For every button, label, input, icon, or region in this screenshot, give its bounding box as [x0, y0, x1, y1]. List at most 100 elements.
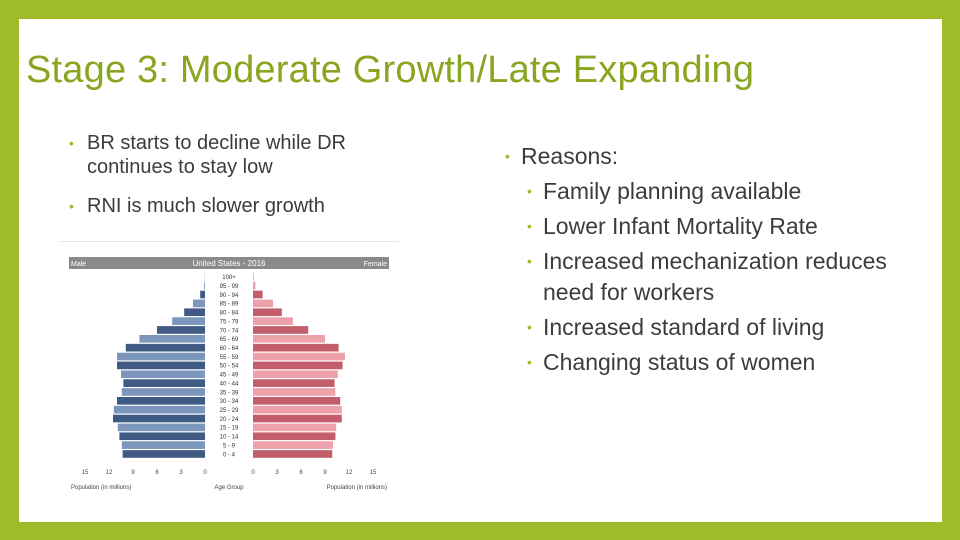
- age-group-label: 60 - 64: [220, 346, 239, 352]
- age-group-label: 30 - 34: [220, 399, 239, 405]
- bullet-icon: •: [527, 319, 532, 335]
- male-bar-45-49: [121, 370, 205, 379]
- x-tick-right: 15: [370, 470, 377, 476]
- female-bar-90-94: [253, 290, 263, 299]
- male-bar-65-69: [139, 335, 205, 343]
- left-bullet-text: BR starts to decline while DR continues …: [87, 132, 346, 178]
- female-bar-55-59: [253, 352, 345, 361]
- population-pyramid-chart: Male Female United States - 2016 0 - 4 5 …: [59, 241, 399, 491]
- bullet-icon: •: [527, 183, 532, 199]
- x-tick-left: 12: [106, 470, 113, 476]
- x-label-center: Age Group: [214, 485, 244, 491]
- reason-item: • Changing status of women: [515, 347, 925, 378]
- reason-item: • Family planning available: [515, 176, 925, 207]
- reason-text: Lower Infant Mortality Rate: [543, 213, 818, 239]
- x-tick-right: 12: [346, 470, 353, 476]
- male-bar-95-99: [204, 281, 205, 290]
- reason-text: Family planning available: [543, 178, 802, 204]
- slide-title: Stage 3: Moderate Growth/Late Expanding: [26, 49, 755, 91]
- male-bar-60-64: [125, 343, 205, 352]
- female-bar-15-19: [253, 423, 337, 432]
- x-tick-left: 3: [179, 470, 183, 476]
- x-label-right: Population (in millions): [327, 485, 387, 491]
- x-tick-right: 3: [275, 470, 279, 476]
- male-label: Male: [71, 261, 86, 268]
- bullet-icon: •: [527, 218, 532, 234]
- left-bullet-item: • RNI is much slower growth: [69, 194, 409, 218]
- reason-item: • Increased mechanization reduces need f…: [515, 246, 925, 308]
- female-bar-60-64: [253, 343, 339, 352]
- left-bullet-list: • BR starts to decline while DR continue…: [69, 131, 409, 233]
- age-group-label: 45 - 49: [220, 373, 239, 379]
- male-bar-0-4: [122, 450, 205, 458]
- age-group-label: 40 - 44: [220, 381, 239, 387]
- male-bar-40-44: [123, 379, 205, 387]
- male-bar-70-74: [157, 326, 205, 334]
- age-labels-group: 0 - 4 5 - 9 10 - 14 15 - 19 20 - 24 25 - 29 30…: [220, 275, 239, 458]
- female-bar-75-79: [253, 317, 293, 325]
- male-bar-25-29: [113, 405, 205, 414]
- female-bar-70-74: [253, 326, 309, 334]
- reason-item: • Lower Infant Mortality Rate: [515, 211, 925, 242]
- age-group-label: 65 - 69: [220, 337, 239, 343]
- age-group-label: 95 - 99: [220, 284, 239, 290]
- bars-group: [113, 273, 345, 458]
- x-tick-right: 0: [251, 470, 255, 476]
- male-bar-35-39: [121, 388, 205, 396]
- bullet-icon: •: [527, 253, 532, 269]
- x-tick-right: 6: [299, 470, 303, 476]
- female-bar-10-14: [253, 432, 336, 441]
- male-bar-85-89: [193, 299, 205, 308]
- female-bar-80-84: [253, 308, 282, 317]
- reasons-heading: Reasons:: [521, 143, 619, 169]
- bullet-icon: •: [69, 198, 74, 214]
- reason-text: Increased standard of living: [543, 314, 825, 340]
- bullet-icon: •: [505, 148, 510, 164]
- female-bar-35-39: [253, 388, 336, 396]
- bullet-icon: •: [527, 354, 532, 370]
- age-group-label: 50 - 54: [220, 364, 239, 370]
- age-group-label: 25 - 29: [220, 408, 239, 414]
- x-tick-left: 6: [155, 470, 159, 476]
- female-bar-45-49: [253, 370, 338, 379]
- male-bar-5-9: [121, 441, 205, 449]
- age-group-label: 90 - 94: [220, 293, 239, 299]
- male-bar-55-59: [117, 352, 205, 361]
- x-tick-right: 9: [323, 470, 327, 476]
- age-group-label: 55 - 59: [220, 355, 239, 361]
- ticks-group: 15 12 9 6 3 0 0 3 6 9 12 15: [82, 470, 377, 476]
- female-bar-25-29: [253, 405, 342, 414]
- female-label: Female: [364, 261, 387, 268]
- slide: Stage 3: Moderate Growth/Late Expanding …: [19, 19, 942, 522]
- reasons-heading-item: • Reasons:: [505, 141, 925, 172]
- age-group-label: 100+: [222, 275, 236, 281]
- male-bar-10-14: [119, 432, 205, 441]
- age-group-label: 70 - 74: [220, 328, 239, 334]
- age-group-label: 15 - 19: [220, 426, 239, 432]
- age-group-label: 5 - 9: [223, 443, 236, 449]
- female-bar-0-4: [253, 450, 333, 458]
- left-bullet-text: RNI is much slower growth: [87, 195, 325, 217]
- x-tick-left: 0: [203, 470, 207, 476]
- female-bar-85-89: [253, 299, 273, 308]
- female-bar-40-44: [253, 379, 335, 387]
- right-bullet-list: • Reasons: • Family planning available •…: [505, 141, 925, 378]
- female-bar-30-34: [253, 397, 341, 405]
- male-bar-80-84: [184, 308, 205, 317]
- bullet-icon: •: [69, 135, 74, 151]
- x-label-left: Population (in millions): [71, 485, 131, 491]
- male-bar-30-34: [117, 397, 205, 405]
- female-bar-5-9: [253, 441, 333, 449]
- male-bar-50-54: [117, 361, 205, 370]
- reason-text: Increased mechanization reduces need for…: [543, 248, 887, 305]
- left-bullet-item: • BR starts to decline while DR continue…: [69, 131, 409, 179]
- male-bar-90-94: [200, 290, 205, 299]
- female-bar-50-54: [253, 361, 343, 370]
- reason-text: Changing status of women: [543, 349, 816, 375]
- female-bar-20-24: [253, 414, 342, 423]
- chart-title: United States - 2016: [193, 259, 266, 268]
- age-group-label: 0 - 4: [223, 452, 236, 458]
- age-group-label: 35 - 39: [220, 390, 239, 396]
- age-group-label: 85 - 89: [220, 302, 239, 308]
- male-bar-20-24: [113, 414, 205, 423]
